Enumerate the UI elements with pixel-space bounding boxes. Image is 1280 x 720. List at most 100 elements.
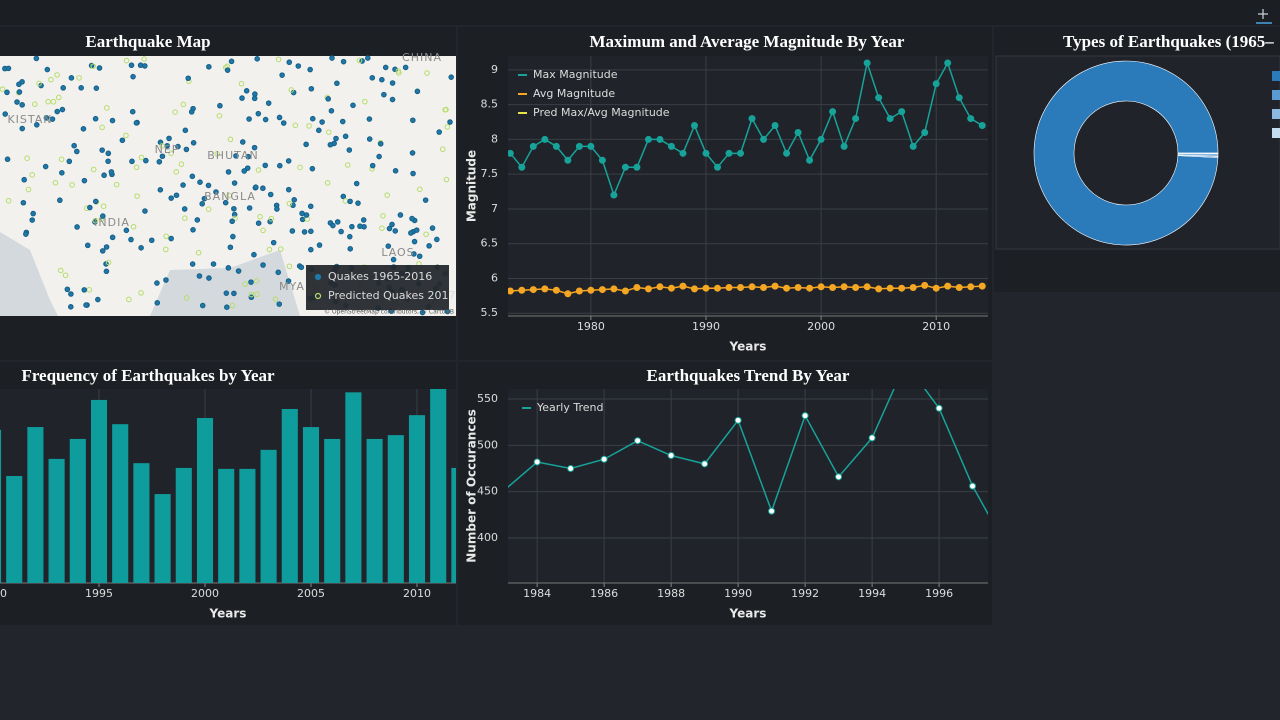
- y-tick-label: 8: [491, 132, 498, 145]
- map-point: [444, 124, 451, 130]
- map-point: [410, 170, 416, 177]
- map-point: [103, 244, 110, 250]
- bar: [451, 467, 456, 583]
- map-point: [59, 170, 65, 176]
- map-point: [422, 197, 429, 203]
- plot-area: [508, 389, 988, 583]
- y-tick-label: 400: [477, 531, 498, 544]
- bar: [133, 463, 150, 583]
- map-point: [206, 275, 212, 281]
- bar: [366, 438, 383, 583]
- map-point: [254, 291, 260, 298]
- map-point: [392, 167, 399, 174]
- map-point: [92, 115, 99, 122]
- map-point: [270, 239, 277, 246]
- map-point: [189, 173, 196, 180]
- series-point: [863, 283, 871, 291]
- map-point: [52, 179, 59, 186]
- series-point: [771, 122, 779, 130]
- map-point: [81, 287, 88, 293]
- map-point: [43, 115, 50, 121]
- map-point: [159, 143, 165, 149]
- map-point: [173, 192, 180, 199]
- map-point: [216, 113, 223, 119]
- map-point: [402, 64, 409, 71]
- map-point: [392, 228, 399, 234]
- map-point: [248, 291, 255, 298]
- map-title: Earthquake Map: [85, 32, 210, 51]
- map-point: [448, 74, 455, 80]
- map-point: [292, 122, 299, 129]
- map-point: [199, 200, 205, 207]
- map-point: [23, 231, 29, 237]
- map-point: [142, 208, 148, 214]
- map-point: [308, 246, 314, 253]
- series-point: [644, 135, 652, 143]
- map[interactable]: Earthquake Map CHINA KISTAN NEP BHUTAN INDIA…: [0, 32, 456, 316]
- series-point: [771, 282, 779, 290]
- bar: [218, 468, 235, 583]
- map-point: [225, 265, 232, 271]
- map-point: [190, 140, 197, 146]
- map-point: [138, 290, 144, 296]
- map-point: [105, 259, 112, 266]
- map-point: [50, 98, 57, 105]
- series-point: [634, 437, 642, 445]
- map-point: [101, 172, 107, 179]
- map-point: [64, 286, 71, 293]
- series-point: [533, 458, 541, 466]
- series-point: [852, 115, 860, 123]
- map-sea: [0, 232, 58, 316]
- map-point: [267, 218, 273, 225]
- map-point: [260, 185, 266, 192]
- x-axis-label: Years: [729, 340, 767, 354]
- map-point: [316, 127, 322, 134]
- map-point: [324, 180, 331, 186]
- map-point: [225, 169, 232, 175]
- series-line: [508, 389, 988, 516]
- x-tick-label: 1990: [692, 320, 720, 333]
- map-point: [74, 224, 80, 230]
- bar: [154, 494, 171, 583]
- map-point: [103, 268, 110, 275]
- map-point: [253, 184, 259, 191]
- map-point: [163, 277, 169, 283]
- chart-title: Maximum and Average Magnitude By Year: [590, 32, 905, 51]
- map-point: [434, 236, 440, 243]
- map-point: [100, 213, 106, 219]
- map-point: [57, 267, 64, 274]
- map-point: [57, 197, 63, 204]
- series-point: [921, 281, 929, 289]
- map-point: [226, 192, 233, 199]
- x-tick-label: 2010: [403, 587, 431, 600]
- map-point: [223, 290, 230, 296]
- map-point: [346, 147, 353, 153]
- map-point: [334, 219, 341, 225]
- bar: [112, 424, 129, 583]
- map-point: [16, 81, 22, 88]
- map-point: [19, 102, 25, 108]
- map-point: [74, 148, 80, 155]
- y-tick-label: 5.5: [481, 306, 499, 319]
- map-point: [83, 302, 89, 308]
- series-point: [944, 282, 952, 290]
- series-point: [806, 284, 814, 292]
- series-point: [737, 149, 745, 157]
- plot-layer: [0, 389, 456, 583]
- map-point: [285, 278, 292, 284]
- series-point: [644, 285, 652, 293]
- series-point: [817, 135, 825, 143]
- series-point: [886, 284, 894, 292]
- series-point: [508, 287, 514, 295]
- map-point: [379, 76, 385, 83]
- map-point: [66, 158, 73, 165]
- map-point: [99, 248, 106, 254]
- map-point: [366, 136, 373, 142]
- map-point: [180, 101, 187, 108]
- series-point: [875, 285, 883, 293]
- pan-tool[interactable]: [1256, 9, 1272, 24]
- map-point: [205, 206, 212, 212]
- series-point: [690, 122, 698, 130]
- map-label: KISTAN: [7, 113, 52, 126]
- y-tick-label: 550: [477, 392, 498, 405]
